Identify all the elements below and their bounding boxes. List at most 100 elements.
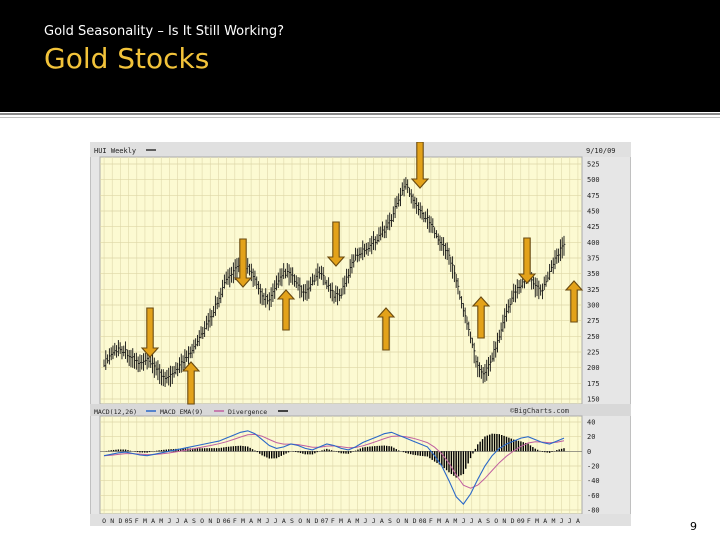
month-label: F — [331, 517, 335, 525]
price-tick-label: 225 — [587, 349, 600, 357]
month-label: F — [233, 517, 237, 525]
month-label: N — [110, 517, 114, 525]
month-label: J — [167, 517, 171, 525]
month-label: D — [511, 517, 515, 525]
month-label: S — [388, 517, 392, 525]
month-label: D — [315, 517, 319, 525]
macd-tick-label: -60 — [587, 492, 600, 500]
month-label: 06 — [223, 517, 231, 525]
slide-title: Gold Stocks — [44, 42, 210, 75]
macd-tick-label: -40 — [587, 477, 600, 485]
seasonal-bottom-arrow — [181, 361, 201, 405]
macd-tick-label: -80 — [587, 507, 600, 515]
month-axis-bar — [90, 514, 631, 526]
price-grid — [100, 157, 582, 404]
month-axis: O N D 05 F M A M J J A S O N D 06 F M A M J J A S O N D 07 F M A M J J A S O… — [90, 514, 631, 526]
seasonal-bottom-arrow — [471, 296, 491, 339]
seasonal-top-arrow — [517, 237, 537, 284]
month-label: A — [576, 517, 580, 525]
month-label: D — [118, 517, 122, 525]
month-label: J — [568, 517, 572, 525]
month-label: A — [543, 517, 547, 525]
price-tick-label: 300 — [587, 302, 600, 310]
seasonal-bottom-arrow — [276, 289, 296, 331]
macd-legend-ema: MACD EMA(9) — [160, 408, 203, 416]
macd-legend: MACD(12,26) MACD EMA(9) Divergence — [94, 408, 288, 416]
slide-header: Gold Seasonality – Is It Still Working? … — [0, 0, 720, 112]
seasonal-bottom-arrow — [376, 307, 396, 351]
month-label: A — [478, 517, 482, 525]
price-axis-ticks: 525 500 475 450 425 400 375 350 325 300 275 250 225 2… — [587, 161, 600, 404]
macd-header-bar — [90, 404, 631, 416]
month-label: A — [347, 517, 351, 525]
month-label: 05 — [125, 517, 133, 525]
seasonal-top-arrow — [410, 142, 430, 189]
macd-tick-label: 40 — [587, 419, 595, 427]
price-bars — [103, 177, 566, 387]
month-label: M — [159, 517, 163, 525]
month-label: M — [437, 517, 441, 525]
price-tick-label: 150 — [587, 396, 600, 404]
month-label: 07 — [321, 517, 329, 525]
month-label: F — [527, 517, 531, 525]
month-label: O — [298, 517, 302, 525]
macd-axis-ticks: 40 20 0 -20 -40 -60 -80 — [587, 419, 600, 515]
price-tick-label: 350 — [587, 270, 600, 278]
month-label: S — [486, 517, 490, 525]
month-label: O — [102, 517, 106, 525]
seasonality-arrows — [140, 142, 584, 405]
month-label: A — [445, 517, 449, 525]
slide-subtitle: Gold Seasonality – Is It Still Working? — [44, 24, 284, 39]
price-tick-label: 325 — [587, 286, 600, 294]
price-tick-label: 450 — [587, 208, 600, 216]
month-label: M — [355, 517, 359, 525]
month-label: J — [274, 517, 278, 525]
header-divider — [0, 113, 720, 115]
hui-weekly-chart: HUI Weekly 9/10/09 525500475450425400375… — [90, 142, 631, 526]
month-label: J — [462, 517, 466, 525]
month-label: 08 — [419, 517, 427, 525]
month-label: O — [396, 517, 400, 525]
price-tick-label: 425 — [587, 223, 600, 231]
month-label: M — [453, 517, 457, 525]
price-tick-label: 525 — [587, 161, 600, 169]
month-label: J — [560, 517, 564, 525]
month-label: F — [135, 517, 139, 525]
month-label: M — [241, 517, 245, 525]
month-label: A — [282, 517, 286, 525]
chart-top-bar — [90, 142, 631, 157]
month-label: D — [216, 517, 220, 525]
header-divider-thin — [0, 117, 720, 118]
month-label: O — [494, 517, 498, 525]
chart-top-label: HUI Weekly — [94, 147, 136, 155]
macd-tick-label: -20 — [587, 463, 600, 471]
seasonal-top-arrow — [140, 307, 160, 358]
month-label: M — [257, 517, 261, 525]
price-tick-label: 275 — [587, 317, 600, 325]
seasonal-bottom-arrow — [564, 280, 584, 323]
month-label: S — [192, 517, 196, 525]
month-label: S — [290, 517, 294, 525]
month-label: A — [249, 517, 253, 525]
macd-tick-label: 0 — [587, 448, 591, 456]
page-number: 9 — [690, 520, 697, 533]
price-tick-label: 250 — [587, 333, 600, 341]
month-label: N — [306, 517, 310, 525]
month-label: A — [184, 517, 188, 525]
price-tick-label: 500 — [587, 176, 600, 184]
month-label: J — [266, 517, 270, 525]
month-label: A — [380, 517, 384, 525]
month-label: 09 — [517, 517, 525, 525]
macd-legend-divergence: Divergence — [228, 408, 267, 416]
month-label: A — [151, 517, 155, 525]
price-tick-label: 400 — [587, 239, 600, 247]
month-label: O — [200, 517, 204, 525]
month-label: J — [470, 517, 474, 525]
month-label: J — [176, 517, 180, 525]
month-label: J — [372, 517, 376, 525]
price-tick-label: 200 — [587, 364, 600, 372]
credit-label: ©BigCharts.com — [510, 407, 569, 415]
macd-tick-label: 20 — [587, 433, 595, 441]
month-label: F — [429, 517, 433, 525]
month-label: N — [404, 517, 408, 525]
